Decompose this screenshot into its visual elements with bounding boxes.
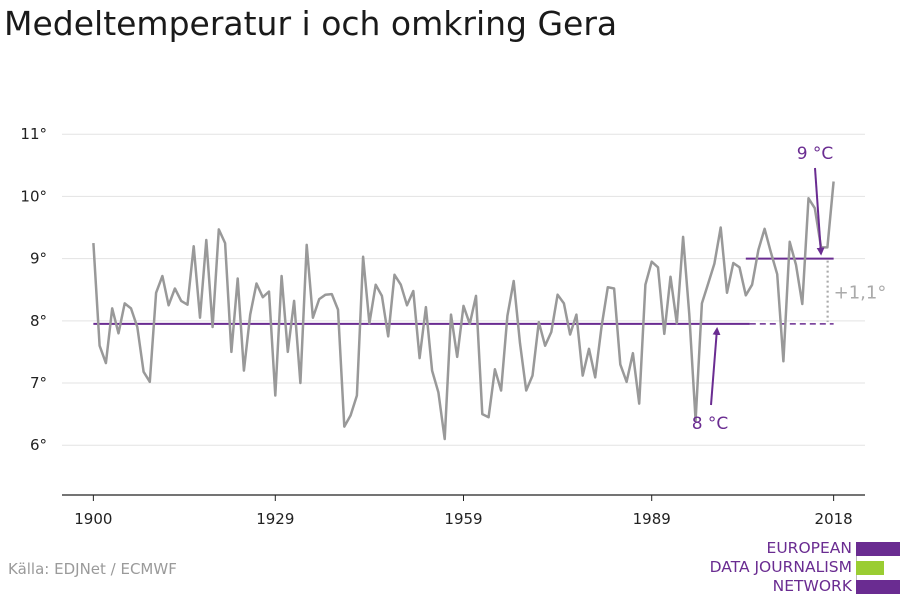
arrow-9c (814, 167, 825, 256)
x-axis: 1900 1929 1959 1989 2018 (62, 494, 865, 528)
logo-line-2: DATA JOURNALISM (709, 558, 852, 576)
chart-title: Medeltemperatur i och omkring Gera (4, 4, 618, 43)
logo-bar-purple-top (856, 542, 900, 556)
temperature-series (92, 181, 835, 441)
x-tick-label: 1989 (633, 510, 671, 528)
y-tick-label: 7° (30, 374, 47, 392)
logo-line-3: NETWORK (772, 577, 852, 595)
logo-line-1: EUROPEAN (766, 539, 852, 557)
x-tick-label: 1959 (444, 510, 482, 528)
y-tick-label: 6° (30, 436, 47, 454)
label-9c: 9 °C (797, 144, 834, 164)
y-tick-label: 8° (30, 312, 47, 330)
edjnet-logo: EUROPEAN DATA JOURNALISM NETWORK (700, 538, 900, 596)
annotations: +1,1° 9 °C 8 °C (692, 144, 887, 434)
y-tick-label: 11° (20, 125, 47, 143)
y-tick-label: 9° (30, 250, 47, 268)
difference-label: +1,1° (834, 282, 887, 303)
arrow-8c (710, 326, 721, 406)
x-tick-label: 1929 (256, 510, 294, 528)
label-8c: 8 °C (692, 414, 729, 434)
y-tick-label: 10° (20, 187, 47, 205)
logo-bar-green (856, 561, 884, 575)
logo-bar-purple-bottom (856, 580, 900, 594)
x-tick-label: 1900 (74, 510, 112, 528)
source-label: Källa: EDJNet / ECMWF (8, 560, 177, 578)
y-axis-labels: 6° 7° 8° 9° 10° 11° (20, 125, 47, 454)
series-line (92, 181, 835, 441)
x-tick-label: 2018 (815, 510, 853, 528)
